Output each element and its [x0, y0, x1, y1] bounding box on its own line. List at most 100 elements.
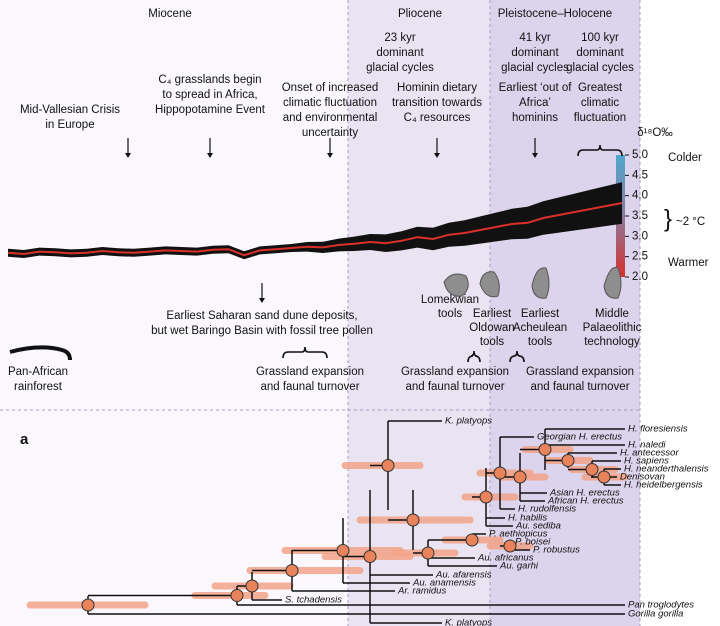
arrow-head — [532, 153, 538, 158]
colorbar-tick-label: 3.5 — [632, 210, 648, 222]
colorbar-tick-label: 2.5 — [632, 251, 648, 263]
taxon-label: K. platyops — [445, 618, 492, 626]
taxon-label: Gorilla gorilla — [628, 609, 683, 620]
event-label: but wet Baringo Basin with fossil tree p… — [151, 325, 373, 337]
colorbar-tick-label: 3.0 — [632, 230, 648, 242]
arrow-head — [207, 153, 213, 158]
event-label: Africa’ — [519, 97, 551, 109]
node — [285, 564, 299, 577]
node — [597, 470, 611, 484]
tool-label: tools — [438, 308, 463, 320]
brace — [282, 346, 328, 359]
node — [538, 443, 552, 456]
node — [465, 533, 479, 547]
event-label: Mid-Vallesian Crisis — [20, 104, 120, 116]
grassland-label: Grassland expansion — [401, 366, 509, 378]
cycle-label: dominant — [376, 47, 424, 59]
event-label: Earliest ‘out of — [499, 82, 573, 94]
node — [245, 579, 259, 593]
dividers — [0, 0, 641, 626]
taxon-label: P. boisei — [515, 537, 551, 548]
data-spread — [8, 182, 622, 260]
cycle-label: dominant — [576, 47, 624, 59]
taxon-label: H. floresiensis — [628, 424, 688, 435]
taxon-label: K. platyops — [445, 416, 492, 427]
arrow-head — [434, 153, 440, 158]
brace — [577, 144, 623, 157]
event-label: climatic — [581, 97, 620, 109]
brace — [509, 350, 525, 363]
taxon-label: H. neanderthalensis — [624, 464, 709, 475]
cycle-label: glacial cycles — [501, 62, 569, 74]
epoch-label: Miocene — [148, 8, 191, 20]
node — [336, 544, 350, 557]
event-label: fluctuation — [574, 112, 626, 124]
tool-label: Acheulean — [513, 322, 567, 334]
colorbar-tick-label: 2.0 — [632, 271, 648, 283]
span-label: ~2 °C — [676, 216, 705, 228]
event-label: C₄ resources — [404, 112, 471, 124]
colorbar-tick-label: 4.5 — [632, 169, 648, 181]
event-label: Onset of increased — [282, 82, 379, 94]
node — [381, 459, 395, 472]
miocene-bg — [0, 0, 348, 626]
cycle-label: 100 kyr — [581, 32, 619, 44]
panel-label: a — [20, 431, 29, 448]
node — [561, 454, 575, 467]
colorbar-tick-label: 4.0 — [632, 190, 648, 202]
taxon-label: P. aethiopicus — [489, 529, 548, 540]
taxon-label: Au. anamensis — [412, 578, 476, 589]
node — [585, 463, 599, 476]
tool-label: Middle — [595, 308, 629, 320]
d18o-curve — [7, 202, 623, 257]
colder-label: Colder — [668, 152, 702, 164]
event-label: uncertainty — [302, 127, 359, 139]
taxon-label: H. habilis — [508, 513, 547, 524]
taxon-label: Ar. ramidus — [397, 586, 446, 597]
tool-label: Oldowan — [469, 322, 514, 334]
colorbar-title: δ¹⁸O‰ — [637, 127, 673, 139]
grassland-label: and faunal turnover — [530, 381, 629, 393]
tool-label: Lomekwian — [421, 294, 479, 306]
tool-label: tools — [528, 336, 553, 348]
taxon-label: H. sapiens — [624, 456, 669, 467]
event-label: climatic fluctuation — [283, 97, 377, 109]
warmer-label: Warmer — [668, 257, 709, 269]
event-label: Hippopotamine Event — [155, 104, 266, 116]
cycle-label: glacial cycles — [566, 62, 634, 74]
node — [230, 589, 244, 602]
tool-label: technology — [584, 336, 640, 348]
node — [479, 490, 493, 504]
grassland-label: and faunal turnover — [405, 381, 504, 393]
taxon-label: Au. afarensis — [435, 570, 492, 581]
node — [493, 466, 507, 480]
cycle-label: 41 kyr — [519, 32, 550, 44]
taxon-label: S. tchadensis — [285, 595, 342, 606]
taxon-label: P. robustus — [533, 545, 580, 556]
taxon-label: Georgian H. erectus — [537, 432, 622, 443]
event-label: Hominin dietary — [397, 82, 477, 94]
grassland-label: and faunal turnover — [260, 381, 359, 393]
taxon-label: Au. garhi — [499, 561, 539, 572]
tool-label: Palaeolithic — [583, 322, 642, 334]
tool-label: tools — [480, 336, 505, 348]
event-label: Earliest Saharan sand dune deposits, — [166, 310, 357, 322]
taxon-label: H. heidelbergensis — [624, 480, 703, 491]
epoch-label: Pleistocene–Holocene — [498, 8, 612, 20]
taxon-label: Asian H. erectus — [549, 488, 620, 499]
event-label: C₄ grasslands begin — [158, 74, 261, 86]
event-label: to spread in Africa, — [162, 89, 257, 101]
brace-small: } — [664, 205, 672, 232]
arrow-head — [125, 153, 131, 158]
taxon-label: Pan troglodytes — [628, 600, 694, 611]
event-label: in Europe — [45, 119, 94, 131]
tool-label: Earliest — [521, 308, 560, 320]
taxon-label: H. naledi — [628, 440, 666, 451]
node — [406, 513, 420, 527]
pleistocene-bg — [490, 0, 640, 626]
cycle-label: 23 kyr — [384, 32, 415, 44]
taxon-label: H. rudolfensis — [518, 504, 576, 515]
taxon-label: African H. erectus — [547, 496, 624, 507]
node — [503, 539, 517, 553]
